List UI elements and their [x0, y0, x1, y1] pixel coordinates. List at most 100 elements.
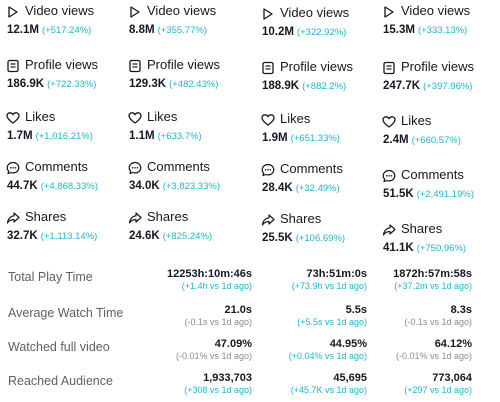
metric-value: 247.7K (+397.96%) — [383, 80, 472, 92]
metric-label: Shares — [401, 221, 443, 236]
metric-number: 8.8M — [129, 24, 155, 36]
stat-change: (+45.7K vs 1d ago) — [290, 385, 367, 395]
metric-change: (+106.69%) — [295, 233, 346, 244]
stat-value: 47.09% — [214, 338, 252, 350]
metric-number: 15.3M — [383, 24, 415, 36]
metric-value: 1.7M (+1,016.21%) — [7, 130, 93, 142]
heart-icon — [6, 111, 20, 125]
metric-label: Video views — [25, 3, 95, 18]
stat-cell: 12253h:10m:46s (+1.4h vs 1d ago) — [137, 268, 252, 291]
stat-label: Reached Audience — [8, 374, 113, 388]
metric-change: (+3,823.33%) — [162, 181, 220, 192]
metric-profile-views: Profile views 129.3K (+482.43%) — [122, 54, 247, 104]
metric-label: Comments — [25, 159, 88, 174]
stat-value: 64.12% — [434, 338, 472, 350]
metric-value: 12.1M (+517.24%) — [7, 24, 91, 36]
stat-row-total-play-time: Total Play Time 12253h:10m:46s (+1.4h vs… — [0, 264, 500, 298]
metric-change: (+633.7%) — [157, 131, 202, 142]
stat-change: (-0.1s vs 1d ago) — [184, 317, 252, 327]
metric-number: 2.4M — [383, 134, 409, 146]
stat-change: (-0.1s vs 1d ago) — [404, 317, 472, 327]
metric-number: 1.1M — [129, 130, 155, 142]
metric-value: 51.5K (+2,491.19%) — [383, 188, 474, 200]
profile-icon — [6, 59, 20, 73]
stats-table: Total Play Time 12253h:10m:46s (+1.4h vs… — [0, 262, 500, 400]
metric-number: 10.2M — [262, 26, 294, 38]
stat-cell: 5.5s (+5.5s vs 1d ago) — [252, 304, 367, 327]
comment-icon — [261, 163, 275, 177]
metric-number: 247.7K — [383, 80, 421, 92]
metric-value: 32.7K (+1,113.14%) — [7, 230, 97, 242]
stat-change: (+1.4h vs 1d ago) — [181, 281, 252, 291]
metric-shares: Shares 32.7K (+1,113.14%) — [0, 206, 125, 256]
metric-change: (+517.24%) — [41, 25, 92, 36]
metric-comments: Comments 51.5K (+2,491.19%) — [376, 164, 500, 214]
stat-label: Total Play Time — [8, 270, 93, 284]
metric-number: 51.5K — [383, 188, 414, 200]
metric-change: (+750.96%) — [416, 243, 467, 254]
metric-shares: Shares 24.6K (+825.24%) — [122, 206, 247, 256]
stat-cell: 1,933,703 (+308 vs 1d ago) — [137, 372, 252, 395]
stat-value: 73h:51m:0s — [306, 268, 367, 280]
metric-change: (+4,868.33%) — [40, 181, 98, 192]
stat-label: Watched full video — [8, 340, 110, 354]
stat-change: (+5.5s vs 1d ago) — [297, 317, 367, 327]
metric-value: 129.3K (+482.43%) — [129, 78, 218, 90]
metric-change: (+660.57%) — [411, 135, 461, 146]
comment-icon — [382, 169, 396, 183]
metric-number: 28.4K — [262, 182, 293, 194]
stat-label: Average Watch Time — [8, 306, 124, 320]
metric-video-views: Video views 10.2M (+322.92%) — [255, 2, 380, 52]
metric-change: (+825.24%) — [162, 231, 213, 242]
metric-label: Shares — [25, 209, 67, 224]
metric-likes: Likes 1.1M (+633.7%) — [122, 106, 247, 156]
metric-profile-views: Profile views 247.7K (+397.96%) — [376, 56, 500, 106]
metric-change: (+355.77%) — [157, 25, 207, 36]
metric-video-views: Video views 8.8M (+355.77%) — [122, 0, 247, 50]
metric-label: Likes — [25, 109, 56, 124]
metric-profile-views: Profile views 186.9K (+722.33%) — [0, 54, 125, 104]
metric-number: 24.6K — [129, 230, 160, 242]
metric-change: (+2,491.19%) — [416, 189, 474, 200]
stat-value: 44.95% — [329, 338, 367, 350]
metric-label: Likes — [280, 111, 311, 126]
metric-value: 15.3M (+333.13%) — [383, 24, 467, 36]
metric-change: (+882.2%) — [302, 81, 347, 92]
stat-row-reached-audience: Reached Audience 1,933,703 (+308 vs 1d a… — [0, 368, 500, 402]
metric-likes: Likes 1.9M (+651.33%) — [255, 108, 380, 158]
stat-cell: 21.0s (-0.1s vs 1d ago) — [137, 304, 252, 327]
stat-cell: 64.12% (-0.01% vs 1d ago) — [357, 338, 472, 361]
comment-icon — [6, 161, 20, 175]
stat-cell: 773,064 (+297 vs 1d ago) — [357, 372, 472, 395]
stat-change: (+0.04% vs 1d ago) — [288, 351, 367, 361]
share-icon — [261, 213, 275, 227]
stat-value: 1,933,703 — [203, 372, 252, 384]
metric-likes: Likes 2.4M (+660.57%) — [376, 110, 500, 160]
stat-cell: 44.95% (+0.04% vs 1d ago) — [252, 338, 367, 361]
metric-change: (+1,016.21%) — [35, 131, 93, 142]
metric-value: 28.4K (+32.49%) — [262, 182, 340, 194]
metric-value: 8.8M (+355.77%) — [129, 24, 207, 36]
metric-change: (+32.49%) — [295, 183, 340, 194]
heart-icon — [128, 111, 142, 125]
metric-number: 34.0K — [129, 180, 160, 192]
profile-icon — [382, 61, 396, 75]
metric-number: 188.9K — [262, 80, 300, 92]
metric-change: (+322.92%) — [296, 27, 347, 38]
metric-value: 1.1M (+633.7%) — [129, 130, 202, 142]
comment-icon — [128, 161, 142, 175]
stat-cell: 8.3s (-0.1s vs 1d ago) — [357, 304, 472, 327]
metric-profile-views: Profile views 188.9K (+882.2%) — [255, 56, 380, 106]
metric-change: (+1,113.14%) — [40, 231, 98, 242]
metric-value: 1.9M (+651.33%) — [262, 132, 340, 144]
metric-change: (+333.13%) — [417, 25, 468, 36]
metric-change: (+651.33%) — [290, 133, 340, 144]
play-icon — [128, 5, 142, 19]
metric-change: (+397.96%) — [423, 81, 473, 92]
stat-row-watched-full-video: Watched full video 47.09% (-0.01% vs 1d … — [0, 334, 500, 368]
metric-change: (+722.33%) — [47, 79, 97, 90]
metric-value: 186.9K (+722.33%) — [7, 78, 96, 90]
metric-number: 12.1M — [7, 24, 39, 36]
metric-video-views: Video views 12.1M (+517.24%) — [0, 0, 125, 50]
profile-icon — [128, 59, 142, 73]
